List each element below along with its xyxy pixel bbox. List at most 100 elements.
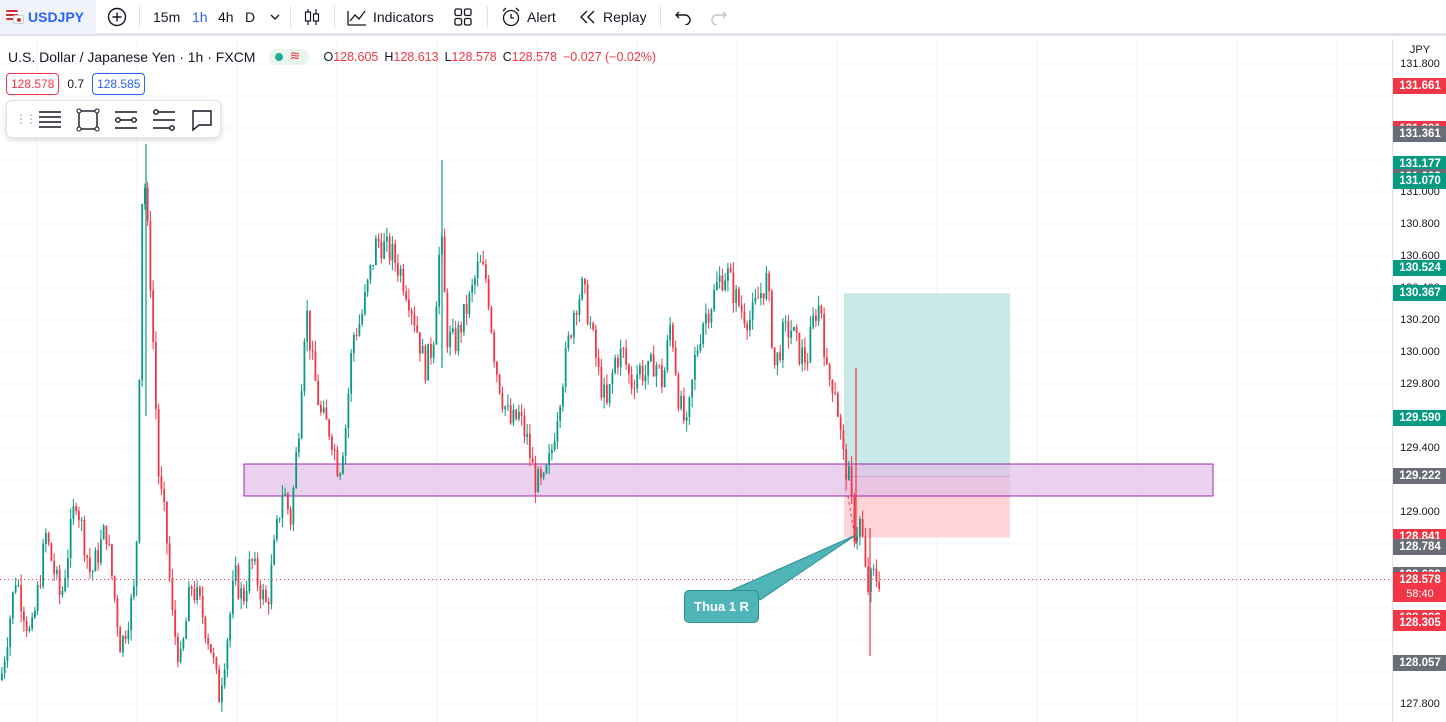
candle	[369, 264, 372, 285]
candle-body	[342, 455, 344, 474]
candle-body	[130, 597, 133, 631]
callout-annotation[interactable]: Thua 1 R	[684, 590, 759, 623]
candle	[388, 233, 391, 265]
alarm-clock-icon	[502, 7, 520, 27]
candle-body	[408, 299, 410, 311]
compare-symbol-button[interactable]	[104, 0, 130, 34]
candle	[790, 320, 793, 345]
candle	[644, 364, 647, 390]
candle	[806, 353, 809, 371]
candle	[485, 259, 487, 284]
candle	[784, 315, 787, 332]
candle	[20, 574, 23, 623]
candle	[839, 413, 842, 440]
candle	[856, 526, 859, 550]
candle-body	[358, 324, 361, 336]
chart-pane[interactable]	[0, 39, 1392, 722]
candle	[702, 321, 705, 348]
timeframe-15m-button[interactable]: 15m	[153, 9, 181, 25]
candle-body	[281, 495, 284, 519]
chart-type-button[interactable]	[300, 0, 324, 34]
candle-body	[265, 589, 267, 602]
candle-body	[790, 330, 793, 338]
candle-body	[201, 596, 204, 618]
candle-body	[848, 466, 850, 481]
timeframe-1h-button[interactable]: 1h	[192, 9, 208, 25]
callout-tool-button[interactable]	[189, 107, 215, 133]
candle	[490, 305, 493, 335]
undo-button[interactable]	[672, 0, 694, 34]
price-tick-label: 130.600	[1400, 250, 1440, 262]
indicators-button[interactable]: Indicators	[346, 0, 434, 34]
candle	[243, 584, 245, 606]
candle	[149, 210, 152, 298]
candle	[628, 362, 630, 384]
price-axis-label: 128.305	[1393, 615, 1446, 632]
candle-body	[878, 581, 881, 590]
timeframe-dropdown-button[interactable]	[265, 0, 285, 34]
candle	[146, 181, 149, 226]
candle	[135, 540, 138, 597]
candle	[567, 331, 570, 352]
candlestick-chart[interactable]	[0, 39, 1392, 722]
candle	[575, 310, 578, 326]
candle-body	[344, 428, 347, 456]
data-delay-icon: ≋	[289, 48, 301, 63]
price-tick-label: 127.800	[1400, 698, 1440, 710]
candle	[762, 293, 765, 306]
timeframe-d-button[interactable]: D	[245, 9, 256, 25]
sell-price-button[interactable]: 128.578	[6, 73, 60, 95]
timeframe-4h-button[interactable]: 4h	[218, 9, 234, 25]
buy-price-button[interactable]: 128.585	[92, 73, 146, 95]
symbol-search-button[interactable]: USDJPY	[0, 0, 96, 34]
candle	[210, 643, 212, 654]
candle-body	[383, 241, 386, 259]
line-style-button[interactable]	[37, 107, 63, 133]
candle-body	[556, 421, 559, 442]
candle-body	[702, 323, 705, 344]
candle	[581, 276, 584, 301]
candle	[289, 506, 292, 531]
templates-button[interactable]	[452, 0, 474, 34]
candle	[647, 360, 650, 385]
candle-body	[149, 221, 152, 291]
market-status-badge[interactable]: ≋	[269, 48, 310, 65]
candle-body	[14, 585, 17, 593]
price-scale[interactable]: JPY 131.800131.000130.800130.600130.4001…	[1392, 39, 1446, 722]
alert-button[interactable]: Alert	[500, 0, 556, 34]
candle-body	[138, 380, 141, 542]
candle	[177, 632, 179, 668]
candle-body	[58, 569, 61, 595]
candle-body	[743, 311, 746, 324]
price-tick-label: 130.800	[1400, 218, 1440, 230]
candle-body	[562, 386, 564, 407]
candle	[78, 506, 80, 528]
candle-body	[446, 292, 449, 348]
symbol-description[interactable]: U.S. Dollar / Japanese Yen · 1h · FXCM	[8, 49, 256, 65]
candle-body	[529, 433, 531, 458]
candle	[182, 637, 185, 651]
candle	[295, 446, 298, 490]
long-position-button[interactable]	[113, 107, 139, 133]
candle	[834, 382, 837, 396]
candle	[130, 593, 133, 641]
candle-body	[746, 323, 749, 331]
candle	[430, 337, 432, 365]
rectangle-tool-button[interactable]	[75, 107, 101, 133]
replay-button[interactable]: Replay	[578, 0, 647, 34]
candle-body	[336, 449, 339, 477]
candle	[218, 665, 221, 703]
short-position-button[interactable]	[151, 107, 177, 133]
candle-body	[600, 366, 603, 398]
candle-body	[36, 585, 39, 611]
candle	[713, 283, 716, 312]
candle	[361, 309, 364, 327]
currency-label[interactable]: JPY	[1409, 44, 1431, 56]
candle-body	[872, 568, 875, 570]
drag-handle-icon[interactable]: ⋮⋮	[15, 112, 37, 126]
candle	[630, 366, 633, 395]
candle	[160, 466, 163, 495]
redo-button[interactable]	[708, 0, 730, 34]
candle	[355, 328, 358, 341]
candle	[771, 288, 773, 350]
